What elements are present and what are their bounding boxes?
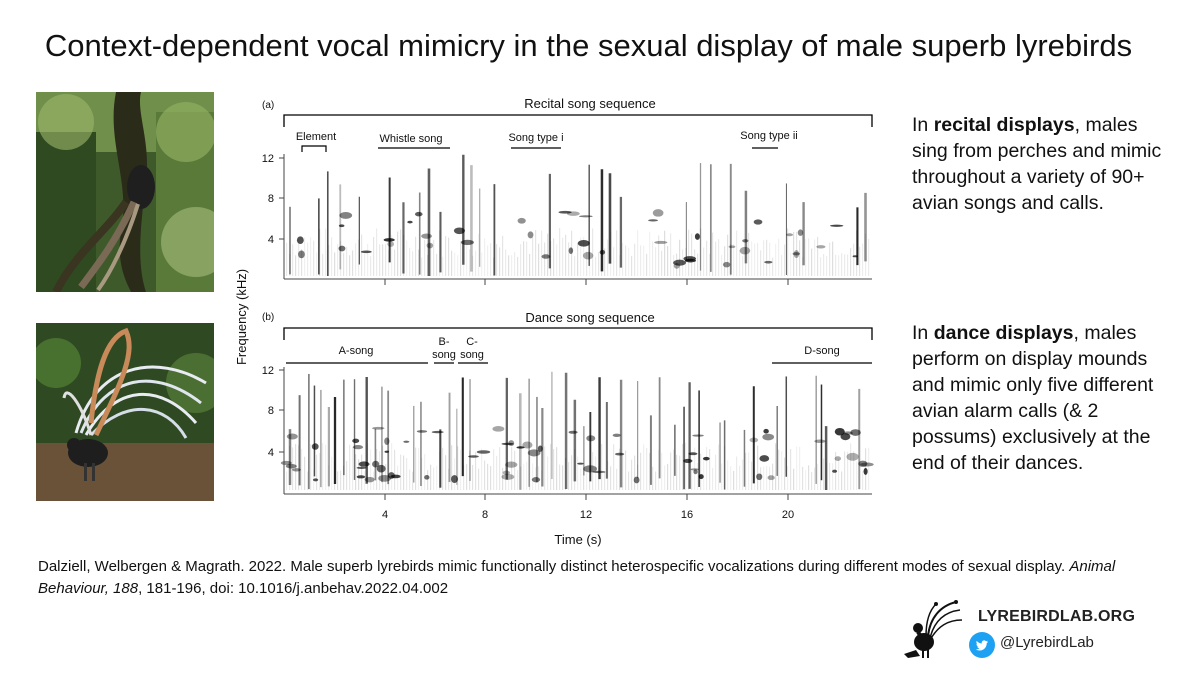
xtick-20: 20 bbox=[782, 509, 794, 521]
page-title: Context-dependent vocal mimicry in the s… bbox=[44, 28, 1133, 63]
brand-website[interactable]: LYREBIRDLAB.ORG bbox=[978, 608, 1136, 625]
y-axis-label: Frequency (kHz) bbox=[234, 269, 249, 365]
recital-bold: recital displays bbox=[933, 114, 1075, 136]
xtick-8: 8 bbox=[482, 509, 488, 521]
b-ytick-4: 4 bbox=[268, 447, 274, 459]
lyrebird-dance-photo bbox=[36, 323, 214, 501]
segment-song-type-ii-label: Song type ii bbox=[740, 130, 797, 142]
segment-a-song-label: A-song bbox=[339, 345, 374, 357]
a-ytick-12: 12 bbox=[262, 153, 274, 165]
recital-prefix: In bbox=[912, 114, 934, 136]
citation-authors: Dalziell, Welbergen & Magrath. 2022. Mal… bbox=[38, 558, 1070, 575]
a-ytick-4: 4 bbox=[268, 234, 274, 246]
panel-b-title: Dance song sequence bbox=[525, 310, 654, 325]
recital-description: In recital displays, males sing from per… bbox=[912, 112, 1162, 216]
spectrogram-b bbox=[280, 371, 874, 490]
xtick-16: 16 bbox=[681, 509, 693, 521]
segment-song-type-i-label: Song type i bbox=[508, 132, 563, 144]
spectrogram-a bbox=[286, 154, 870, 276]
citation: Dalziell, Welbergen & Magrath. 2022. Mal… bbox=[38, 556, 1148, 600]
segment-whistle-label: Whistle song bbox=[380, 133, 443, 145]
dance-description: In dance displays, males perform on disp… bbox=[912, 320, 1162, 476]
lyrebird-logo-icon bbox=[900, 598, 970, 665]
xtick-4: 4 bbox=[382, 509, 388, 521]
citation-details: , 181-196, doi: 10.1016/j.anbehav.2022.0… bbox=[138, 580, 449, 597]
xtick-12: 12 bbox=[580, 509, 592, 521]
x-axis-label: Time (s) bbox=[554, 532, 601, 547]
dance-suffix: , males perform on display mounds and mi… bbox=[912, 322, 1154, 474]
twitter-handle[interactable]: @LyrebirdLab bbox=[1000, 634, 1094, 651]
citation-journal: Animal Behaviour, 188 bbox=[38, 558, 1116, 597]
segment-b-song-label-2: song bbox=[432, 349, 456, 361]
segment-b-song-label-1: B- bbox=[439, 336, 450, 348]
spectrogram-figure: Frequency (kHz) (a) Recital song sequenc… bbox=[234, 96, 874, 547]
panel-a-label: (a) bbox=[262, 100, 274, 111]
segment-element-label: Element bbox=[296, 131, 336, 143]
dance-prefix: In bbox=[912, 322, 934, 344]
b-ytick-8: 8 bbox=[268, 405, 274, 417]
segment-d-song-label: D-song bbox=[804, 345, 839, 357]
panel-a-title: Recital song sequence bbox=[524, 96, 656, 111]
b-ytick-12: 12 bbox=[262, 365, 274, 377]
a-ytick-8: 8 bbox=[268, 193, 274, 205]
lyrebird-forest-photo bbox=[36, 92, 214, 292]
segment-c-song-label-2: song bbox=[460, 349, 484, 361]
segment-c-song-label-1: C- bbox=[466, 336, 478, 348]
twitter-icon[interactable] bbox=[969, 632, 995, 663]
dance-bold: dance displays bbox=[933, 322, 1074, 344]
recital-suffix: , males sing from perches and mimic thro… bbox=[912, 114, 1162, 214]
panel-b-label: (b) bbox=[262, 312, 274, 323]
